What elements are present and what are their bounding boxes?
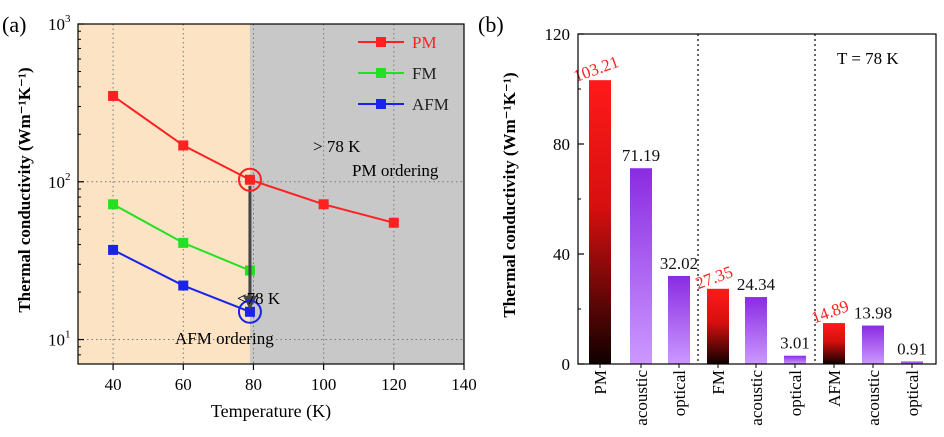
point-afm-2 (244, 306, 255, 317)
point-fm-0 (108, 199, 119, 210)
x-category-label-6: AFM (825, 370, 844, 407)
point-afm-1 (178, 280, 189, 291)
bar-6-afm (823, 323, 845, 364)
bar-5-optical (784, 355, 806, 364)
x-category-label-0: PM (591, 370, 610, 395)
x-tick-label-40: 40 (105, 375, 122, 394)
legend: PM FM AFM (358, 33, 449, 114)
x-axis-ticks: 40 60 80 100 120 140 (105, 364, 477, 394)
x-category-labels: PM acoustic optical FM acoustic optical AFM aco… (591, 364, 922, 426)
point-afm-0 (108, 244, 119, 255)
x-category-label-8: optical (903, 370, 922, 417)
x-tick-label-100: 100 (311, 375, 337, 394)
region-1 (249, 24, 464, 364)
y-axis-label-b: Thermal conductivity (Wm⁻¹K⁻¹) (500, 72, 519, 317)
x-category-label-2: optical (670, 370, 689, 417)
x-category-label-4: acoustic (747, 370, 766, 426)
legend-label-afm: AFM (412, 95, 449, 114)
legend-item-fm: FM (358, 64, 437, 83)
y-tick-label-b-0: 0 (562, 355, 571, 374)
x-category-label-5: optical (786, 370, 805, 417)
y-tick-label-1: 102 (48, 171, 71, 192)
bar-0-pm (589, 80, 611, 365)
panel-label-a: (a) (2, 12, 26, 37)
annotation-above-78k: > 78 K (313, 137, 361, 156)
y-axis-ticks: 101 102 103 (48, 13, 84, 356)
data-label-1: 71.19 (622, 146, 660, 165)
legend-label-fm: FM (412, 64, 437, 83)
annotation-below-78k: <78 K (237, 289, 281, 308)
x-category-label-1: acoustic (632, 370, 651, 426)
bar-3-fm (707, 288, 729, 364)
bar-1-acoustic (630, 168, 652, 364)
bar-2-optical (668, 275, 690, 364)
point-pm-2 (244, 174, 255, 185)
grid-lines (78, 24, 464, 364)
point-pm-3 (318, 199, 329, 210)
annotation-afm-ordering: AFM ordering (175, 329, 274, 348)
data-label-7: 13.98 (854, 304, 892, 323)
highlight-circle-afm (237, 299, 262, 324)
data-label-6: 14.89 (809, 296, 851, 327)
highlight-circle-pm (237, 167, 262, 192)
legend-item-pm: PM (358, 33, 437, 52)
transition-arrow (237, 167, 262, 324)
condition-label: T = 78 K (837, 49, 899, 68)
group-separators (697, 34, 816, 364)
temperature-regions (78, 24, 464, 364)
panel-label-b: (b) (478, 12, 504, 37)
plot-frame-a (77, 23, 465, 365)
point-pm-0 (108, 90, 119, 101)
y-axis-label-a: Thermal conductivity (Wm⁻¹K⁻¹) (15, 67, 34, 312)
arrow-head (242, 295, 257, 310)
bar-4-acoustic (745, 297, 767, 364)
y-tick-label-b-120: 120 (545, 25, 571, 44)
data-label-4: 24.34 (737, 275, 776, 294)
y-axis-ticks-b: 0 40 80 120 (545, 25, 584, 374)
x-category-label-7: acoustic (864, 370, 883, 426)
legend-label-pm: PM (412, 33, 437, 52)
x-tick-label-60: 60 (175, 375, 192, 394)
point-fm-1 (178, 237, 189, 248)
point-pm-1 (178, 140, 189, 151)
series-layer (108, 90, 399, 317)
chart-panel-a: 40 60 80 100 120 140 101 102 103 (a) Temperatur… (2, 12, 477, 422)
bar-7-acoustic (862, 325, 884, 364)
data-label-2: 32.02 (660, 254, 698, 273)
x-axis-label-a: Temperature (K) (211, 401, 331, 422)
x-tick-label-80: 80 (245, 375, 262, 394)
y-tick-label-b-40: 40 (553, 245, 570, 264)
x-category-label-3: FM (709, 370, 728, 395)
y-tick-label-b-80: 80 (553, 135, 570, 154)
data-label-5: 3.01 (780, 334, 810, 353)
y-tick-label-2: 103 (48, 13, 71, 34)
data-label-8: 0.91 (897, 339, 927, 358)
data-label-3: 27.35 (693, 262, 735, 293)
annotation-pm-ordering: PM ordering (352, 161, 439, 180)
y-tick-label-0: 101 (48, 329, 71, 350)
legend-item-afm: AFM (358, 95, 449, 114)
bar-8-optical (901, 361, 923, 364)
x-tick-label-140: 140 (451, 375, 477, 394)
point-pm-4 (388, 217, 399, 228)
x-tick-label-120: 120 (381, 375, 407, 394)
region-0 (78, 24, 250, 364)
